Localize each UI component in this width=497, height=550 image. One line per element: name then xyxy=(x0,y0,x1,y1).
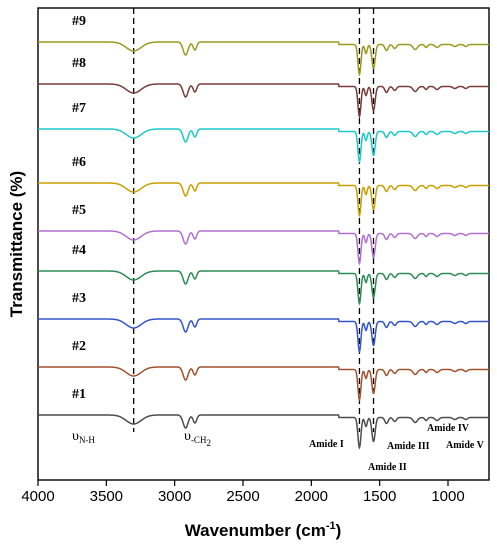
x-tick-label-3000: 3000 xyxy=(158,488,191,505)
series-label-4: #4 xyxy=(72,243,86,258)
series-line-4 xyxy=(38,270,489,306)
plot-area-frame xyxy=(37,7,490,481)
amide-iii-label: Amide III xyxy=(387,441,430,452)
ch2-subscript-2: 2 xyxy=(206,438,211,448)
series-label-7: #7 xyxy=(72,101,86,116)
x-tick-label-4000: 4000 xyxy=(21,488,54,505)
x-tick-label-1000: 1000 xyxy=(431,488,464,505)
series-label-9: #9 xyxy=(72,14,86,29)
series-line-9 xyxy=(38,41,489,77)
series-line-7 xyxy=(38,128,489,164)
series-label-6: #6 xyxy=(72,155,86,170)
series-label-1: #1 xyxy=(72,387,86,402)
y-axis-title: Transmittance (%) xyxy=(7,171,26,317)
nh-symbol: υ xyxy=(72,429,79,444)
series-label-8: #8 xyxy=(72,56,86,71)
amide-i-label: Amide I xyxy=(309,439,344,450)
series-line-6 xyxy=(38,182,489,218)
series-line-1 xyxy=(38,414,489,450)
x-axis-title: Wavenumber (cm-1) xyxy=(185,520,342,540)
reference-lines xyxy=(133,8,375,432)
amide-v-label: Amide V xyxy=(446,440,485,451)
series-label-2: #2 xyxy=(72,339,86,354)
amide-ii-label: Amide II xyxy=(368,462,407,473)
series-label-5: #5 xyxy=(72,203,86,218)
ch2-symbol: υ xyxy=(184,429,191,444)
series-group xyxy=(38,41,489,450)
annotation-ch2: υ-CH2 xyxy=(184,429,211,448)
amide-iv-label: Amide IV xyxy=(427,423,470,434)
x-tick-label-2000: 2000 xyxy=(295,488,328,505)
series-line-5 xyxy=(38,230,489,266)
x-tick-label-2500: 2500 xyxy=(226,488,259,505)
x-tick-label-1500: 1500 xyxy=(363,488,396,505)
x-axis-ticks: 4000 3500 3000 2500 2000 1500 1000 xyxy=(21,480,465,505)
x-tick-label-3500: 3500 xyxy=(90,488,123,505)
svg-text:υN-H: υN-H xyxy=(72,429,95,445)
series-line-2 xyxy=(38,366,489,402)
ch2-subscript: -CH xyxy=(191,435,207,445)
annotation-nh: υN-H xyxy=(72,429,95,445)
series-line-8 xyxy=(38,83,489,119)
svg-text:υ-CH2: υ-CH2 xyxy=(184,429,211,448)
series-labels: #1 #2 #3 #4 #5 #6 #7 #8 #9 xyxy=(72,14,86,402)
series-label-3: #3 xyxy=(72,291,86,306)
nh-subscript: N-H xyxy=(79,435,95,445)
series-line-3 xyxy=(38,318,489,354)
